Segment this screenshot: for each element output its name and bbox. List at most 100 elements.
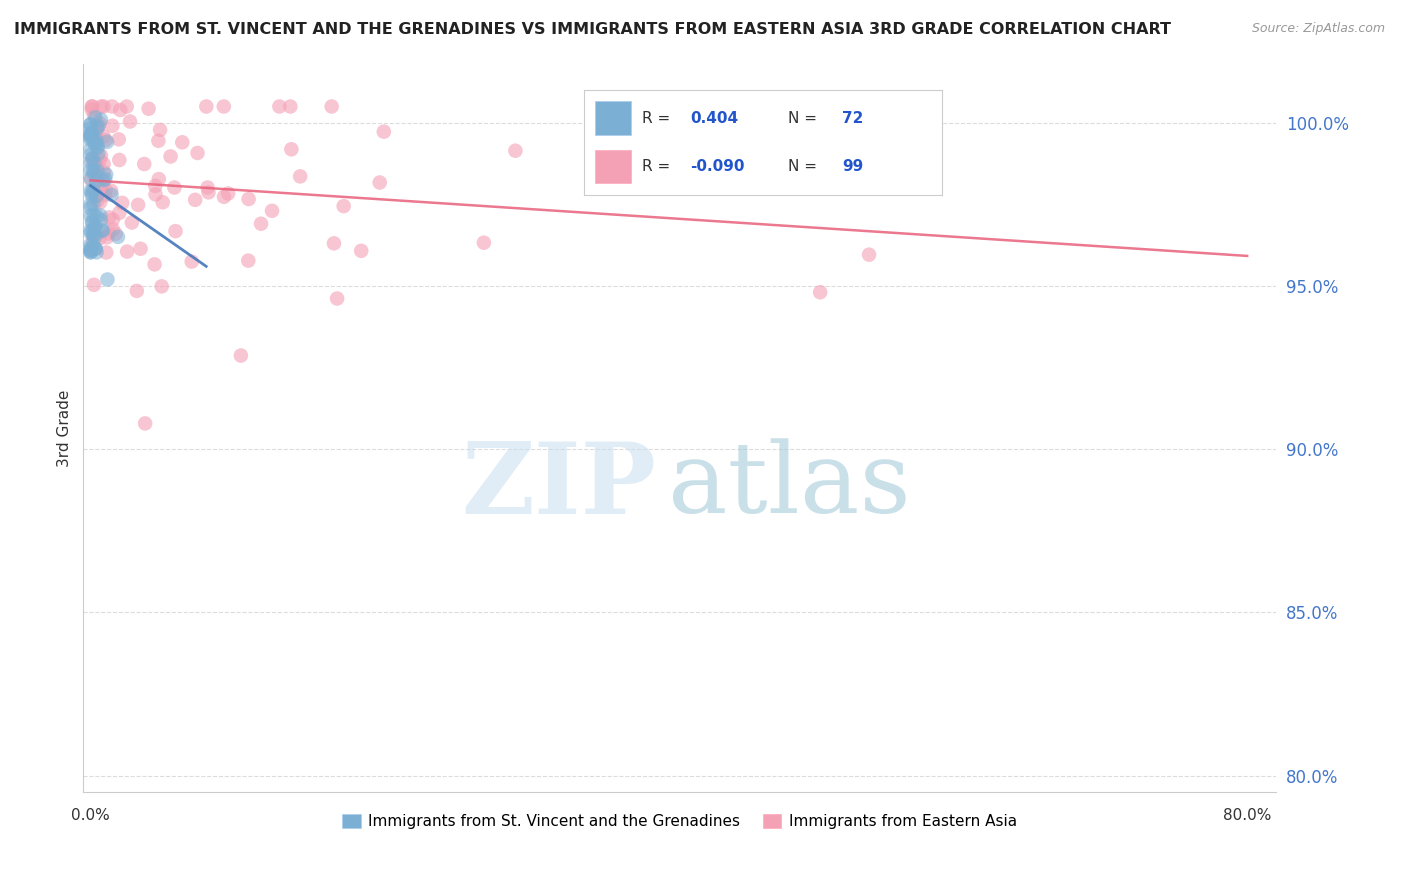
Point	[89, 116, 111, 130]
Point	[86, 194, 108, 208]
Point	[80, 152, 103, 166]
Point	[100, 184, 122, 198]
Point	[115, 244, 138, 259]
Point	[83, 277, 105, 292]
Point	[79, 171, 101, 186]
Point	[89, 208, 111, 222]
Point	[149, 123, 172, 137]
Point	[93, 157, 115, 171]
Point	[80, 187, 103, 202]
Point	[288, 169, 311, 184]
Point	[79, 148, 101, 162]
Point	[79, 117, 101, 131]
Point	[94, 188, 117, 202]
Point	[115, 99, 138, 113]
Point	[101, 222, 124, 236]
Point	[143, 257, 166, 271]
Point	[83, 156, 105, 170]
Point	[129, 242, 152, 256]
Point	[101, 212, 124, 227]
Point	[93, 99, 115, 113]
Point	[80, 184, 103, 198]
Point	[83, 227, 105, 242]
Point	[111, 195, 134, 210]
Point	[94, 183, 117, 197]
Point	[80, 240, 103, 254]
Point	[159, 149, 181, 163]
Point	[79, 197, 101, 211]
Point	[83, 208, 105, 222]
Point	[90, 213, 112, 227]
Point	[79, 209, 101, 223]
Point	[87, 120, 110, 134]
Point	[138, 102, 160, 116]
Point	[82, 233, 104, 247]
Point	[79, 223, 101, 237]
Point	[82, 223, 104, 237]
Point	[79, 162, 101, 177]
Point	[195, 99, 218, 113]
Point	[83, 136, 105, 150]
Point	[87, 146, 110, 161]
Point	[373, 125, 395, 139]
Point	[108, 206, 131, 220]
Point	[94, 168, 117, 182]
Point	[858, 247, 880, 261]
Point	[84, 128, 107, 143]
Point	[86, 164, 108, 178]
Point	[186, 145, 208, 160]
Point	[84, 228, 107, 243]
Point	[323, 236, 346, 251]
Point	[148, 134, 170, 148]
Point	[94, 172, 117, 186]
Text: ZIP: ZIP	[461, 438, 655, 534]
Point	[238, 253, 260, 268]
Point	[172, 136, 194, 150]
Point	[280, 142, 302, 156]
Point	[90, 99, 112, 113]
Text: 80.0%: 80.0%	[1223, 808, 1271, 823]
Point	[79, 130, 101, 145]
Point	[197, 180, 219, 194]
Point	[250, 217, 273, 231]
Point	[86, 140, 108, 154]
Point	[101, 99, 124, 113]
Point	[89, 195, 111, 210]
Point	[83, 125, 105, 139]
Point	[108, 153, 131, 167]
Point	[80, 173, 103, 187]
Point	[808, 285, 831, 300]
Point	[163, 180, 186, 194]
Point	[80, 155, 103, 169]
Point	[89, 153, 111, 167]
Point	[134, 157, 156, 171]
Point	[83, 165, 105, 179]
Point	[472, 235, 495, 250]
Y-axis label: 3rd Grade: 3rd Grade	[58, 389, 72, 467]
Point	[90, 112, 112, 127]
Point	[80, 103, 103, 117]
Point	[79, 128, 101, 142]
Point	[80, 99, 103, 113]
Legend: Immigrants from St. Vincent and the Grenadines, Immigrants from Eastern Asia: Immigrants from St. Vincent and the Gren…	[336, 807, 1024, 835]
Point	[260, 203, 283, 218]
Point	[326, 292, 349, 306]
Point	[98, 211, 121, 225]
Point	[86, 121, 108, 136]
Text: Source: ZipAtlas.com: Source: ZipAtlas.com	[1251, 22, 1385, 36]
Point	[84, 220, 107, 235]
Point	[82, 216, 104, 230]
Point	[83, 167, 105, 181]
Point	[86, 139, 108, 153]
Point	[118, 114, 141, 128]
Point	[93, 173, 115, 187]
Point	[90, 182, 112, 196]
Point	[321, 99, 343, 113]
Point	[91, 178, 114, 192]
Point	[87, 120, 110, 134]
Point	[86, 209, 108, 223]
Text: IMMIGRANTS FROM ST. VINCENT AND THE GRENADINES VS IMMIGRANTS FROM EASTERN ASIA 3: IMMIGRANTS FROM ST. VINCENT AND THE GREN…	[14, 22, 1171, 37]
Point	[84, 132, 107, 146]
Point	[83, 196, 105, 211]
Point	[82, 228, 104, 243]
